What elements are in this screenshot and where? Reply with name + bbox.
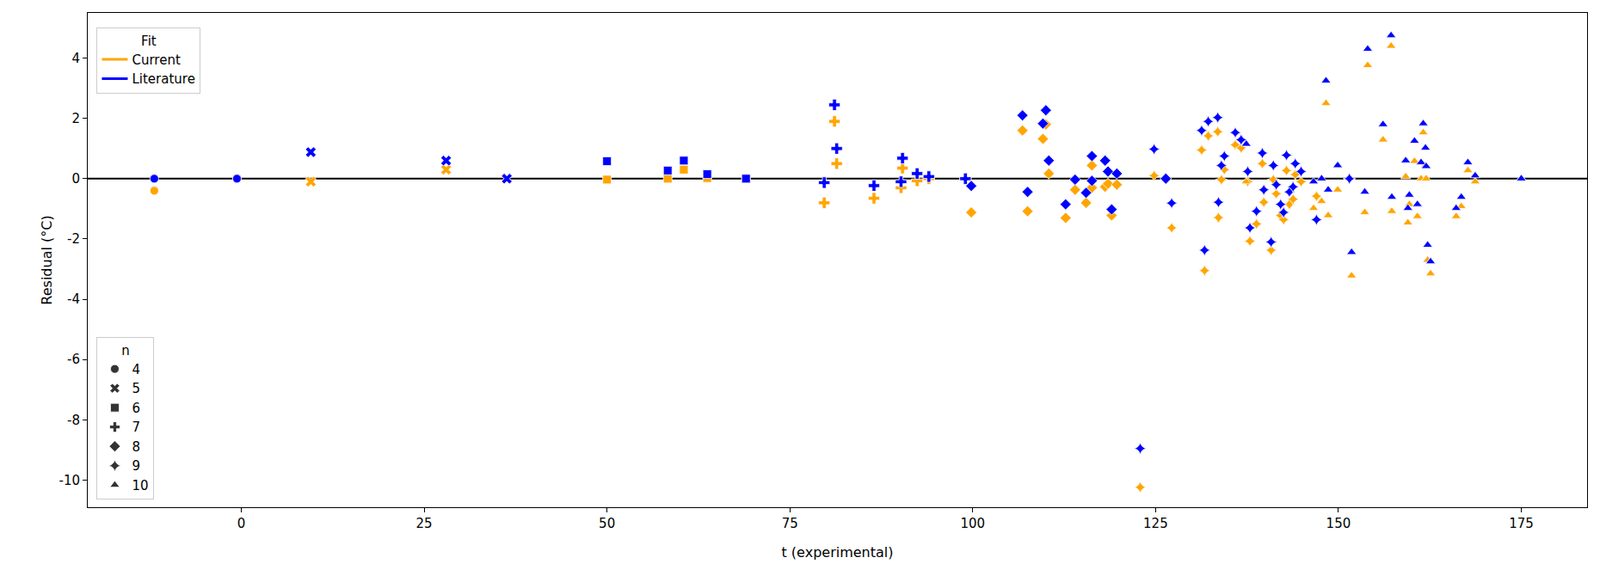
svg-text:150: 150 (1326, 516, 1352, 532)
svg-text:7: 7 (131, 419, 141, 436)
svg-text:4: 4 (131, 362, 141, 378)
svg-text:10: 10 (131, 478, 148, 494)
svg-text:25: 25 (416, 516, 433, 532)
svg-text:4: 4 (71, 50, 80, 67)
svg-text:-4: -4 (67, 291, 80, 308)
svg-text:5: 5 (131, 381, 141, 397)
svg-text:-8: -8 (67, 412, 80, 429)
svg-text:-6: -6 (67, 351, 80, 368)
svg-text:9: 9 (131, 458, 141, 474)
svg-text:n: n (121, 343, 130, 359)
svg-text:0: 0 (71, 171, 80, 187)
svg-text:100: 100 (960, 516, 985, 532)
svg-text:8: 8 (131, 439, 141, 456)
svg-text:175: 175 (1508, 516, 1534, 532)
svg-text:125: 125 (1143, 516, 1169, 532)
svg-text:Literature: Literature (131, 71, 195, 87)
svg-text:0: 0 (237, 516, 247, 532)
svg-text:Fit: Fit (141, 33, 157, 50)
svg-text:-2: -2 (67, 231, 80, 247)
svg-text:6: 6 (131, 400, 141, 417)
svg-text:Residual (°C): Residual (°C) (38, 215, 56, 305)
svg-text:2: 2 (71, 110, 80, 127)
svg-text:Current: Current (131, 52, 180, 68)
svg-text:-10: -10 (59, 473, 81, 489)
svg-text:75: 75 (781, 516, 799, 532)
svg-text:t (experimental): t (experimental) (781, 544, 894, 561)
svg-text:50: 50 (598, 516, 616, 532)
